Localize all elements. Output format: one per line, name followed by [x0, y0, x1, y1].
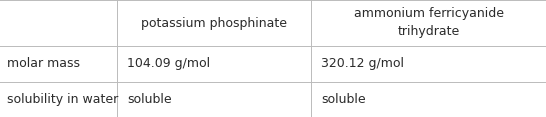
Text: potassium phosphinate: potassium phosphinate: [141, 16, 287, 29]
Text: molar mass: molar mass: [7, 57, 80, 70]
Text: 104.09 g/mol: 104.09 g/mol: [127, 57, 210, 70]
Text: soluble: soluble: [321, 93, 366, 106]
Text: soluble: soluble: [127, 93, 172, 106]
Text: 320.12 g/mol: 320.12 g/mol: [321, 57, 404, 70]
Text: ammonium ferricyanide
trihydrate: ammonium ferricyanide trihydrate: [354, 7, 503, 38]
Text: solubility in water: solubility in water: [7, 93, 118, 106]
